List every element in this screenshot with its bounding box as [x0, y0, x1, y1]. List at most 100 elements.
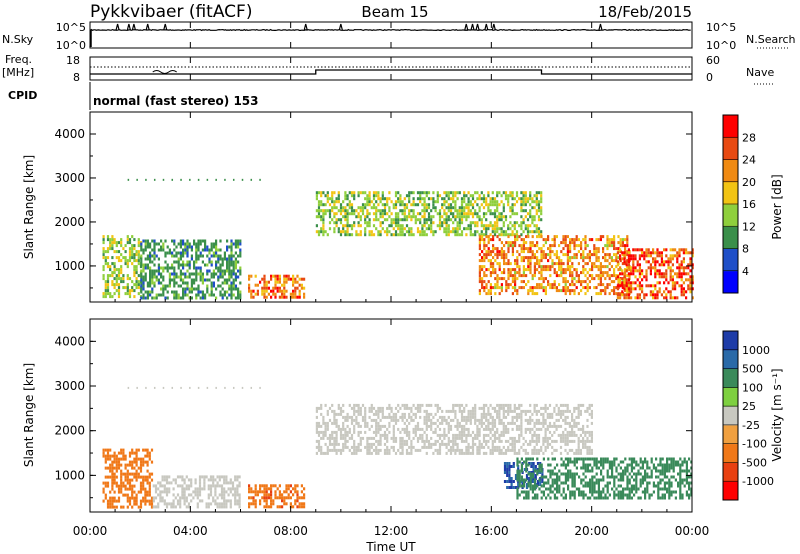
heatmap-cell [513, 415, 516, 419]
heatmap-cell [606, 259, 609, 263]
heatmap-cell [506, 480, 509, 483]
heatmap-cell [482, 421, 486, 425]
heatmap-cell [531, 472, 534, 476]
heatmap-cell [410, 406, 413, 410]
heatmap-cell [194, 493, 197, 497]
heatmap-cell [515, 415, 519, 419]
heatmap-cell [139, 475, 143, 479]
heatmap-cell [496, 412, 499, 416]
heatmap-cell [344, 445, 347, 449]
heatmap-cell [500, 241, 503, 245]
heatmap-cell [507, 412, 510, 416]
heatmap-cell [525, 478, 528, 482]
heatmap-cell [443, 427, 446, 431]
heatmap-cell [454, 451, 457, 455]
heatmap-cell [491, 203, 494, 207]
heatmap-cell [151, 296, 154, 300]
heatmap-cell [392, 436, 395, 440]
heatmap-cell [443, 221, 446, 225]
heatmap-cell [427, 215, 431, 219]
heatmap-cell [511, 247, 514, 251]
heatmap-cell [168, 275, 171, 279]
heatmap-cell [394, 221, 398, 225]
heatmap-cell [195, 293, 198, 297]
heatmap-cell [551, 244, 554, 248]
heatmap-cell [597, 274, 600, 278]
heatmap-cell [294, 487, 297, 491]
colorbar-tick-label: 4 [742, 265, 749, 278]
heatmap-cell [328, 197, 332, 201]
heatmap-cell [613, 289, 616, 293]
heatmap-cell [467, 430, 470, 434]
heatmap-cell [405, 427, 409, 431]
heatmap-cell [182, 254, 185, 258]
heatmap-cell [117, 496, 121, 500]
heatmap-cell [416, 218, 420, 222]
heatmap-cell [487, 247, 490, 251]
heatmap-cell [350, 209, 354, 213]
heatmap-cell [460, 427, 464, 431]
heatmap-cell [390, 406, 393, 410]
heatmap-cell [397, 427, 400, 431]
heatmap-cell [652, 266, 655, 270]
heatmap-cell [577, 412, 580, 416]
heatmap-cell [335, 218, 338, 222]
heatmap-cell [584, 244, 587, 248]
heatmap-cell [573, 463, 576, 467]
heatmap-cell [223, 475, 226, 479]
heatmap-cell [381, 409, 384, 413]
heatmap-cell [465, 212, 468, 216]
heatmap-cell [632, 287, 635, 291]
heatmap-cell [140, 296, 143, 300]
heatmap-cell [339, 451, 343, 455]
heatmap-cell [540, 212, 543, 216]
heatmap-cell [381, 415, 384, 419]
heatmap-cell [537, 421, 541, 425]
heatmap-cell [430, 421, 433, 425]
heatmap-cell [476, 224, 479, 228]
heatmap-cell [645, 272, 648, 276]
heatmap-cell [434, 200, 437, 204]
heatmap-cell [109, 502, 112, 506]
heatmap-cell [506, 462, 509, 465]
heatmap-cell [548, 430, 552, 434]
heatmap-cell [254, 502, 257, 506]
heatmap-cell [425, 209, 428, 213]
heatmap-cell [102, 499, 105, 503]
heatmap-cell [377, 194, 380, 198]
heatmap-cell [120, 469, 123, 473]
heatmap-cell [602, 289, 605, 293]
heatmap-cell [210, 254, 213, 258]
heatmap-cell [115, 463, 118, 467]
heatmap-cell [593, 457, 596, 461]
heatmap-cell [328, 442, 332, 446]
heatmap-cell [658, 269, 661, 273]
heatmap-cell [333, 203, 336, 207]
heatmap-cell [346, 424, 349, 428]
heatmap-cell [638, 287, 641, 291]
heatmap-cell [523, 460, 526, 464]
heatmap-cell [372, 224, 376, 228]
heatmap-cell [540, 206, 543, 210]
heatmap-cell [140, 269, 143, 273]
heatmap-cell [399, 415, 402, 419]
heatmap-cell [525, 457, 528, 461]
heatmap-cell [532, 462, 535, 465]
heatmap-cell [232, 281, 235, 285]
heatmap-cell [619, 257, 622, 261]
heatmap-cell [489, 259, 492, 263]
heatmap-cell [619, 248, 622, 252]
heatmap-cell [401, 442, 404, 446]
heatmap-cell [573, 430, 576, 434]
heatmap-cell [326, 200, 329, 204]
heatmap-cell [547, 478, 550, 482]
heatmap-cell [230, 239, 233, 243]
heatmap-cell [430, 209, 433, 213]
heatmap-cell [548, 421, 552, 425]
heatmap-cell [575, 448, 578, 452]
heatmap-cell [516, 250, 519, 254]
heatmap-cell [491, 230, 494, 234]
heatmap-cell [571, 271, 574, 275]
heatmap-cell [320, 436, 323, 440]
heatmap-cell [163, 478, 166, 482]
